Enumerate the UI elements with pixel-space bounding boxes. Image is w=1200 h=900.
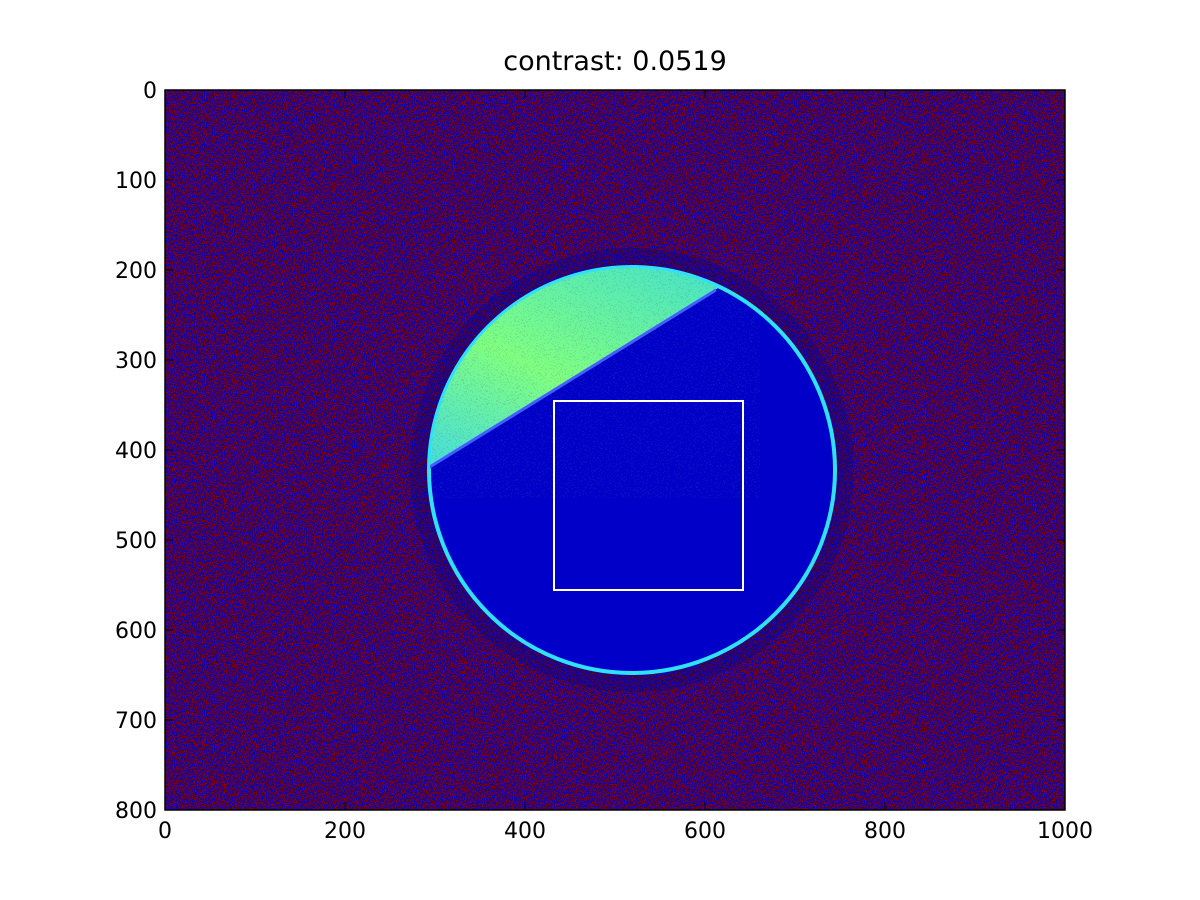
y-tick-label: 300	[115, 349, 157, 374]
x-tick-label: 200	[324, 819, 366, 844]
y-tick-label: 200	[115, 259, 157, 284]
x-tick-label: 600	[684, 819, 726, 844]
y-tick-label: 500	[115, 529, 157, 554]
x-tick-label: 1000	[1037, 819, 1093, 844]
x-tick-label: 800	[864, 819, 906, 844]
cut-edge	[430, 288, 717, 470]
y-tick-label: 600	[115, 619, 157, 644]
y-tick-label: 0	[143, 79, 157, 104]
image	[165, 90, 1065, 810]
y-tick-label: 800	[115, 799, 157, 824]
chart-title: contrast: 0.0519	[503, 46, 727, 77]
x-tick-label: 0	[158, 819, 172, 844]
y-tick-label: 700	[115, 709, 157, 734]
x-tick-label: 400	[504, 819, 546, 844]
y-tick-label: 400	[115, 439, 157, 464]
roi-box	[553, 400, 744, 591]
y-tick-label: 100	[115, 169, 157, 194]
